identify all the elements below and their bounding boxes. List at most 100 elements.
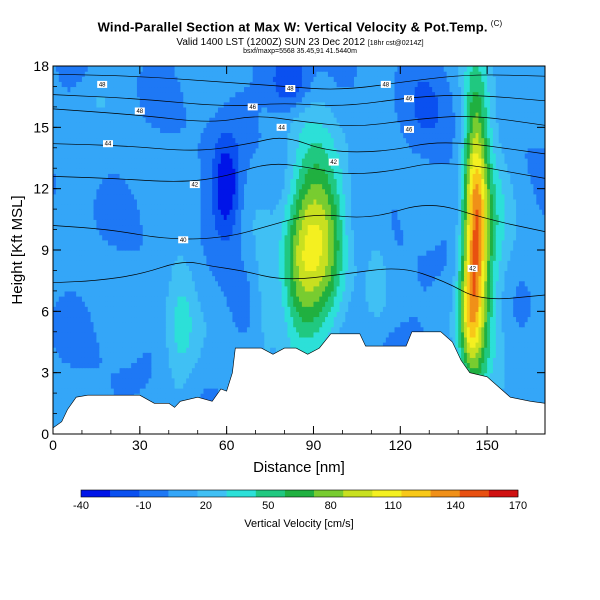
velocity-cell (105, 316, 109, 323)
velocity-cell (162, 372, 167, 379)
velocity-cell (61, 280, 66, 287)
velocity-cell (524, 342, 529, 348)
velocity-cell (275, 290, 280, 297)
velocity-cell (518, 331, 523, 338)
velocity-cell (58, 367, 63, 374)
velocity-cell (73, 367, 77, 374)
velocity-cell (183, 290, 187, 297)
velocity-cell (67, 393, 71, 399)
velocity-cell (498, 321, 503, 328)
velocity-cell (180, 311, 184, 318)
velocity-cell (481, 331, 485, 338)
velocity-cell (284, 301, 289, 307)
velocity-cell (435, 311, 439, 318)
velocity-cell (423, 316, 427, 323)
velocity-cell (186, 357, 190, 364)
velocity-cell (191, 367, 196, 374)
velocity-cell (475, 316, 480, 323)
velocity-cell (79, 336, 83, 343)
velocity-cell (518, 393, 523, 399)
velocity-cell (394, 285, 398, 292)
velocity-cell (327, 306, 332, 312)
velocity-cell (353, 326, 358, 333)
velocity-cell (498, 311, 503, 318)
velocity-cell (70, 336, 74, 343)
velocity-cell (223, 285, 228, 292)
velocity-cell (481, 306, 485, 312)
velocity-cell (154, 357, 158, 364)
velocity-cell (139, 357, 144, 364)
velocity-cell (423, 285, 427, 292)
velocity-cell (466, 367, 471, 374)
velocity-cell (162, 367, 167, 374)
velocity-cell (400, 326, 404, 333)
velocity-cell (463, 326, 468, 333)
velocity-cell (371, 301, 375, 307)
velocity-cell (530, 306, 535, 312)
velocity-cell (310, 326, 315, 333)
velocity-cell (197, 347, 202, 353)
velocity-cell (145, 316, 150, 323)
velocity-cell (521, 388, 526, 394)
velocity-cell (351, 326, 355, 333)
velocity-cell (478, 316, 482, 323)
velocity-cell (168, 311, 173, 318)
velocity-cell (67, 326, 71, 333)
velocity-cell (55, 388, 60, 394)
velocity-cell (212, 357, 216, 364)
velocity-cell (539, 301, 543, 307)
velocity-cell (154, 326, 158, 333)
velocity-cell (119, 357, 124, 364)
velocity-cell (472, 336, 477, 343)
velocity-cell (296, 306, 300, 312)
velocity-cell (174, 336, 179, 343)
velocity-cell (435, 296, 439, 302)
velocity-cell (142, 393, 147, 399)
velocity-cell (490, 347, 494, 353)
velocity-cell (232, 306, 236, 312)
velocity-cell (116, 362, 121, 369)
velocity-cell (110, 290, 115, 297)
velocity-cell (148, 377, 152, 384)
velocity-cell (264, 285, 268, 292)
velocity-cell (186, 347, 190, 353)
velocity-cell (154, 290, 158, 297)
velocity-cell (261, 326, 265, 333)
velocity-cell (160, 336, 164, 343)
velocity-cell (281, 306, 286, 312)
velocity-cell (53, 418, 57, 425)
velocity-cell (316, 285, 320, 292)
velocity-cell (278, 342, 283, 348)
velocity-cell (73, 290, 77, 297)
velocity-cell (209, 301, 213, 307)
velocity-cell (400, 306, 404, 312)
velocity-cell (90, 342, 95, 348)
velocity-cell (64, 311, 69, 318)
velocity-cell (76, 311, 80, 318)
velocity-cell (165, 393, 170, 399)
velocity-cell (73, 311, 77, 318)
velocity-cell (215, 326, 219, 333)
velocity-cell (191, 393, 196, 399)
velocity-cell (327, 290, 332, 297)
velocity-cell (472, 331, 477, 338)
velocity-cell (475, 301, 480, 307)
velocity-cell (145, 336, 150, 343)
velocity-cell (84, 321, 89, 328)
velocity-cell (455, 306, 459, 312)
velocity-cell (131, 388, 135, 394)
velocity-cell (55, 316, 60, 323)
velocity-cell (382, 285, 387, 292)
velocity-cell (151, 377, 155, 384)
velocity-cell (278, 296, 283, 302)
velocity-cell (162, 290, 167, 297)
velocity-cell (241, 336, 245, 343)
velocity-cell (203, 377, 207, 384)
velocity-cell (189, 336, 193, 343)
velocity-cell (362, 306, 367, 312)
velocity-cell (90, 357, 95, 364)
velocity-cell (174, 362, 179, 369)
velocity-cell (206, 388, 210, 394)
velocity-cell (261, 290, 265, 297)
velocity-cell (527, 377, 532, 384)
